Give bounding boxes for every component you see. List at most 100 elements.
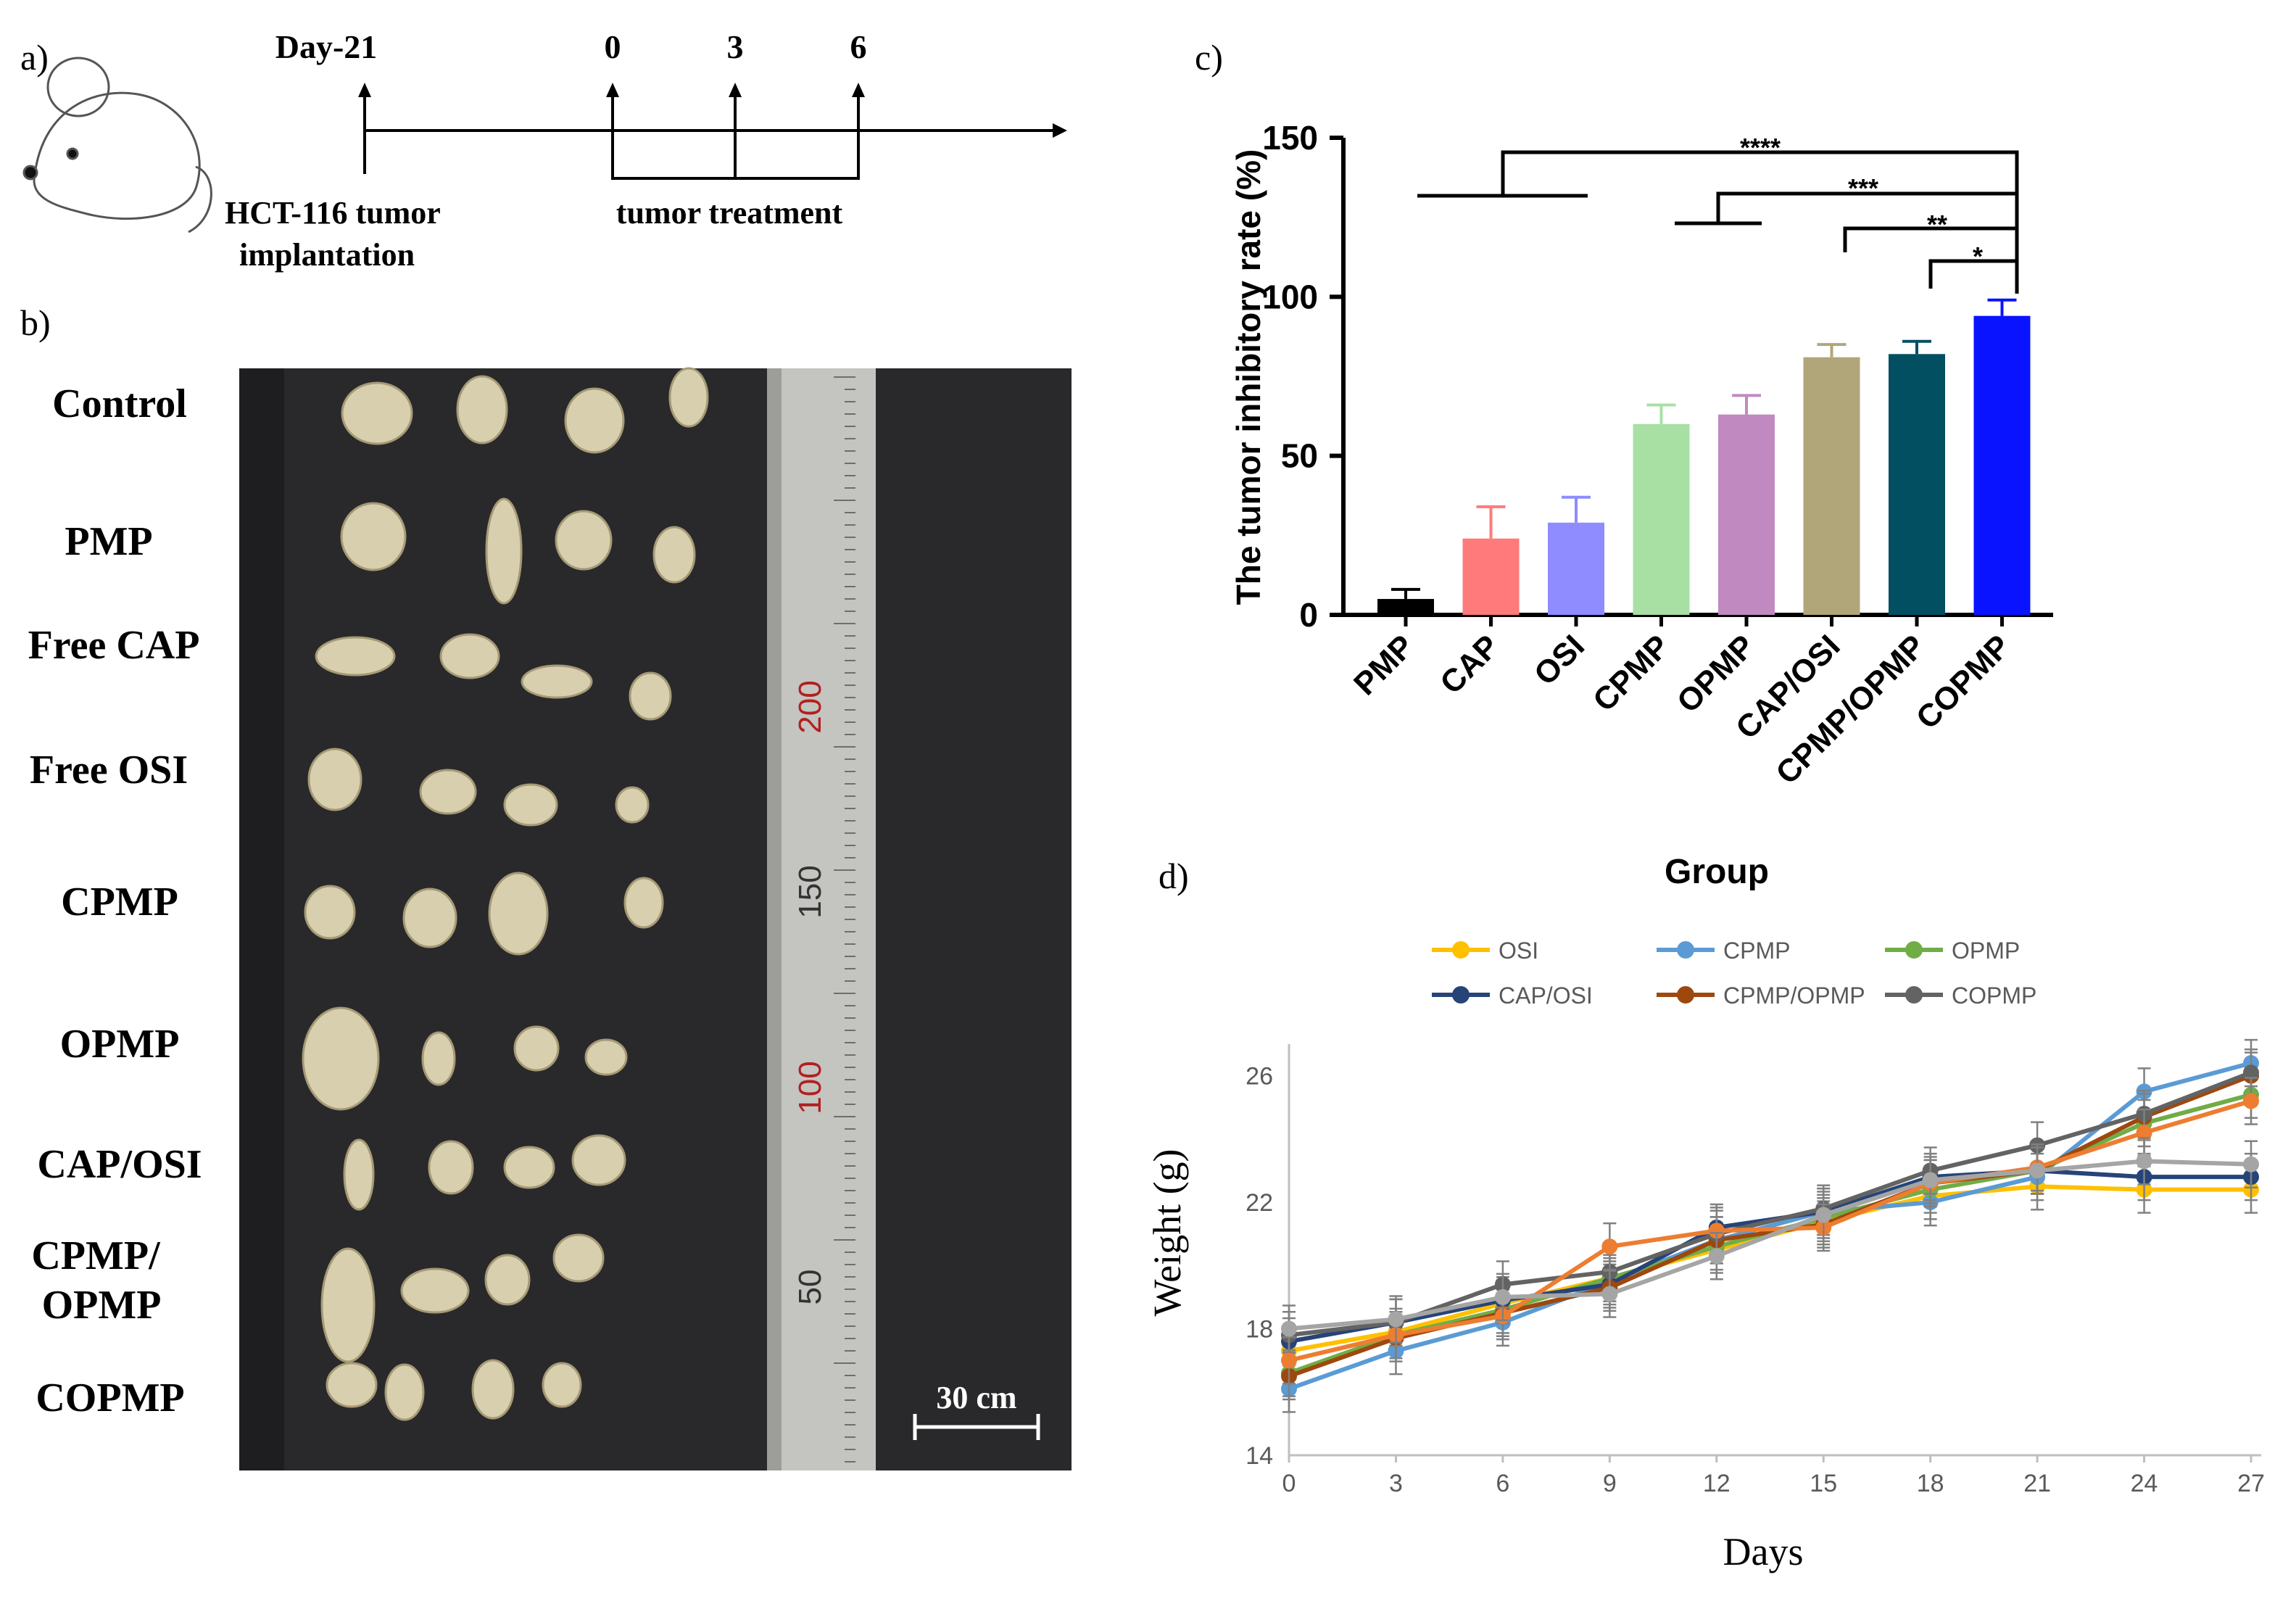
- series-point: [1281, 1352, 1297, 1369]
- row-label: OPMP: [60, 1022, 180, 1067]
- bar: [1803, 357, 1860, 615]
- line-legend: OSI CPMP OPMP CAP/OSI CPMP/OPMP COPMP: [1432, 938, 2036, 1009]
- line-y-tick-label: 14: [1246, 1442, 1273, 1470]
- bar-x-label: PMP: [1347, 628, 1421, 702]
- timeline: [358, 83, 1067, 180]
- event-day-0: 0: [605, 28, 621, 65]
- panel-a: a) Day-21 0 3 6 HCT-116 tumor: [20, 28, 1067, 273]
- photo-shadow: [239, 368, 284, 1470]
- bar-y-tick-label: 150: [1262, 119, 1318, 157]
- line-chart-title: Group: [1665, 853, 1769, 891]
- line-x-axis-label: Days: [1723, 1530, 1804, 1573]
- tumor-sample: [456, 375, 508, 444]
- tumor-sample: [542, 1362, 582, 1408]
- series-line: [1288, 1168, 2251, 1344]
- ruler-labels: 200 150 100 50: [792, 680, 828, 1304]
- tumor-sample: [521, 664, 593, 699]
- tumor-sample: [315, 636, 396, 677]
- ruler-label: 150: [792, 865, 828, 918]
- series-point: [1922, 1172, 1939, 1188]
- line-y-axis-label: Weight (g): [1145, 1149, 1189, 1316]
- series-point: [1601, 1238, 1618, 1255]
- tumor-sample: [571, 1134, 626, 1186]
- bar-y-ticks: 0 50 100 150: [1262, 119, 1343, 634]
- tumor-sample: [400, 1267, 470, 1314]
- bar: [1973, 315, 2031, 615]
- sig-label-2: ***: [1848, 173, 1878, 203]
- legend-label: CPMP/OPMP: [1723, 982, 1865, 1009]
- line-x-ticks: 0 3 6 9 12 15 18 21 24 27: [1282, 1455, 2265, 1497]
- tumor-sample: [485, 497, 523, 605]
- bar-y-tick-label: 0: [1299, 596, 1318, 634]
- row-label: Control: [52, 381, 187, 426]
- tumor-sample: [402, 888, 457, 948]
- tumor-sample: [304, 885, 356, 940]
- row-labels: Control PMP Free CAP Free OSI CPMP OPMP CAP/OS…: [28, 381, 202, 1420]
- line-y-tick-label: 26: [1246, 1063, 1273, 1091]
- series-point: [1708, 1223, 1725, 1239]
- line-x-tick-label: 0: [1282, 1470, 1296, 1497]
- scale-bar-label: 30 cm: [936, 1380, 1016, 1415]
- tumor-sample: [320, 1247, 376, 1363]
- bar-y-axis-label: The tumor inhibitory rate (%): [1230, 149, 1267, 605]
- legend-label: COPMP: [1952, 982, 2036, 1009]
- bar: [1377, 599, 1434, 615]
- series-point: [1601, 1286, 1618, 1302]
- row-label: CAP/OSI: [37, 1142, 202, 1187]
- series-point: [1388, 1311, 1404, 1328]
- line-x-tick-label: 24: [2131, 1470, 2158, 1497]
- ruler: [767, 368, 876, 1470]
- bar-y-tick-label: 100: [1262, 278, 1318, 315]
- line-x-tick-label: 6: [1496, 1470, 1509, 1497]
- series-line: [1288, 1061, 2252, 1391]
- line-grid: [1288, 1044, 2261, 1457]
- series-point: [2243, 1156, 2259, 1172]
- legend-swatch-marker: [1677, 986, 1694, 1004]
- tumor-sample: [503, 1146, 555, 1189]
- line-x-tick-label: 12: [1703, 1470, 1731, 1497]
- panel-label-a: a): [20, 37, 49, 78]
- bar-x-label: OSI: [1528, 628, 1591, 692]
- panel-label-b: b): [20, 302, 51, 343]
- tumor-sample: [341, 381, 413, 445]
- series-point: [1815, 1207, 1832, 1223]
- bar-x-label: COPMP: [1910, 628, 2018, 736]
- line-x-tick-label: 15: [1810, 1470, 1837, 1497]
- ruler-ticks: [834, 376, 855, 1463]
- tumor-sample: [552, 1233, 605, 1283]
- tumor-sample: [384, 1363, 425, 1421]
- legend-swatch-marker: [1905, 941, 1923, 959]
- panel-label-d: d): [1159, 856, 1189, 896]
- tumor-sample: [343, 1138, 375, 1211]
- tumor-sample: [428, 1140, 474, 1195]
- row-label: PMP: [65, 519, 152, 564]
- series-point: [2029, 1162, 2046, 1179]
- legend-label: CAP/OSI: [1499, 982, 1593, 1009]
- tumor-sample: [513, 1025, 560, 1072]
- implant-caption-2: implantation: [239, 237, 415, 273]
- sig-label-1: ****: [1740, 133, 1781, 162]
- series-point: [1281, 1320, 1297, 1337]
- series-line: [1288, 1099, 2252, 1363]
- line-y-ticks: 14 18 22 26: [1246, 1063, 1273, 1470]
- line-x-tick-label: 9: [1603, 1470, 1617, 1497]
- event-day-21: Day-21: [275, 28, 378, 65]
- treatment-caption: tumor treatment: [616, 195, 843, 231]
- line-x-tick-label: 21: [2023, 1470, 2051, 1497]
- ruler-label: 200: [792, 680, 828, 733]
- panel-d: d) Group OSI CPMP OPMP CAP/OSI CPMP/OPMP COPM…: [1145, 853, 2265, 1573]
- panel-b: b) Control PMP Free CAP Free OSI CPMP OPMP CAP…: [20, 302, 1072, 1470]
- series-point: [2243, 1093, 2259, 1109]
- scale-bar: [913, 1414, 1040, 1440]
- tumor-sample: [439, 633, 500, 679]
- bar-y-tick-label: 50: [1281, 437, 1318, 475]
- line-series: [1281, 1038, 2259, 1413]
- series-point: [2136, 1125, 2152, 1141]
- tumor-sample: [555, 510, 613, 571]
- ruler-label: 100: [792, 1061, 828, 1114]
- row-label: OPMP: [42, 1283, 162, 1328]
- line-x-tick-label: 18: [1917, 1470, 1944, 1497]
- bar-x-label: CAP: [1433, 628, 1506, 700]
- tumor-sample: [623, 877, 664, 929]
- legend-swatch-marker: [1452, 986, 1470, 1004]
